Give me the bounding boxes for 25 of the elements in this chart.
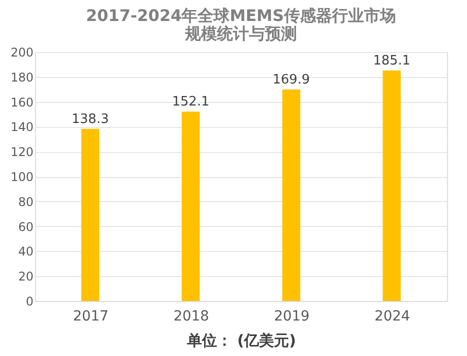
y-tick-label: 0: [26, 294, 34, 308]
bar: [182, 112, 200, 301]
data-label: 152.1: [172, 94, 210, 110]
bar: [382, 70, 401, 301]
data-label: 185.1: [373, 54, 410, 69]
y-tick-label: 20: [18, 270, 34, 284]
x-tick-label: 2024: [374, 308, 410, 324]
y-tick-label: 40: [18, 244, 34, 259]
x-tick-label: 2018: [173, 308, 210, 324]
y-tick-label: 60: [18, 220, 34, 234]
x-axis-title: 单位： (亿美元): [186, 332, 296, 350]
x-tick-label: 2017: [72, 308, 109, 324]
y-tick-label: 120: [10, 145, 34, 160]
y-tick-label: 100: [10, 170, 34, 184]
bar: [81, 128, 100, 301]
bar: [282, 89, 300, 301]
y-tick-label: 200: [10, 46, 34, 60]
data-label: 169.9: [272, 72, 310, 88]
y-tick-label: 160: [10, 95, 34, 110]
data-label: 138.3: [72, 112, 109, 127]
chart-title: 2017-2024年全球MEMS传感器行业市场规模统计与预测: [86, 6, 396, 43]
y-tick-label: 80: [18, 194, 34, 209]
y-tick-label: 140: [10, 120, 34, 134]
y-tick-label: 180: [10, 70, 34, 84]
x-tick-label: 2019: [274, 308, 310, 324]
